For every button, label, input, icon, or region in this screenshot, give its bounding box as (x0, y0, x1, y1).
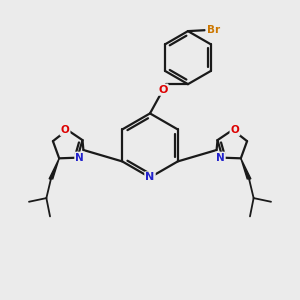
Text: O: O (158, 85, 167, 94)
Text: O: O (61, 125, 69, 135)
Polygon shape (49, 158, 59, 179)
Polygon shape (241, 158, 251, 179)
Text: N: N (216, 153, 225, 163)
Text: O: O (231, 125, 239, 135)
Text: N: N (146, 172, 154, 182)
Text: N: N (75, 153, 84, 163)
Text: Br: Br (206, 25, 220, 35)
